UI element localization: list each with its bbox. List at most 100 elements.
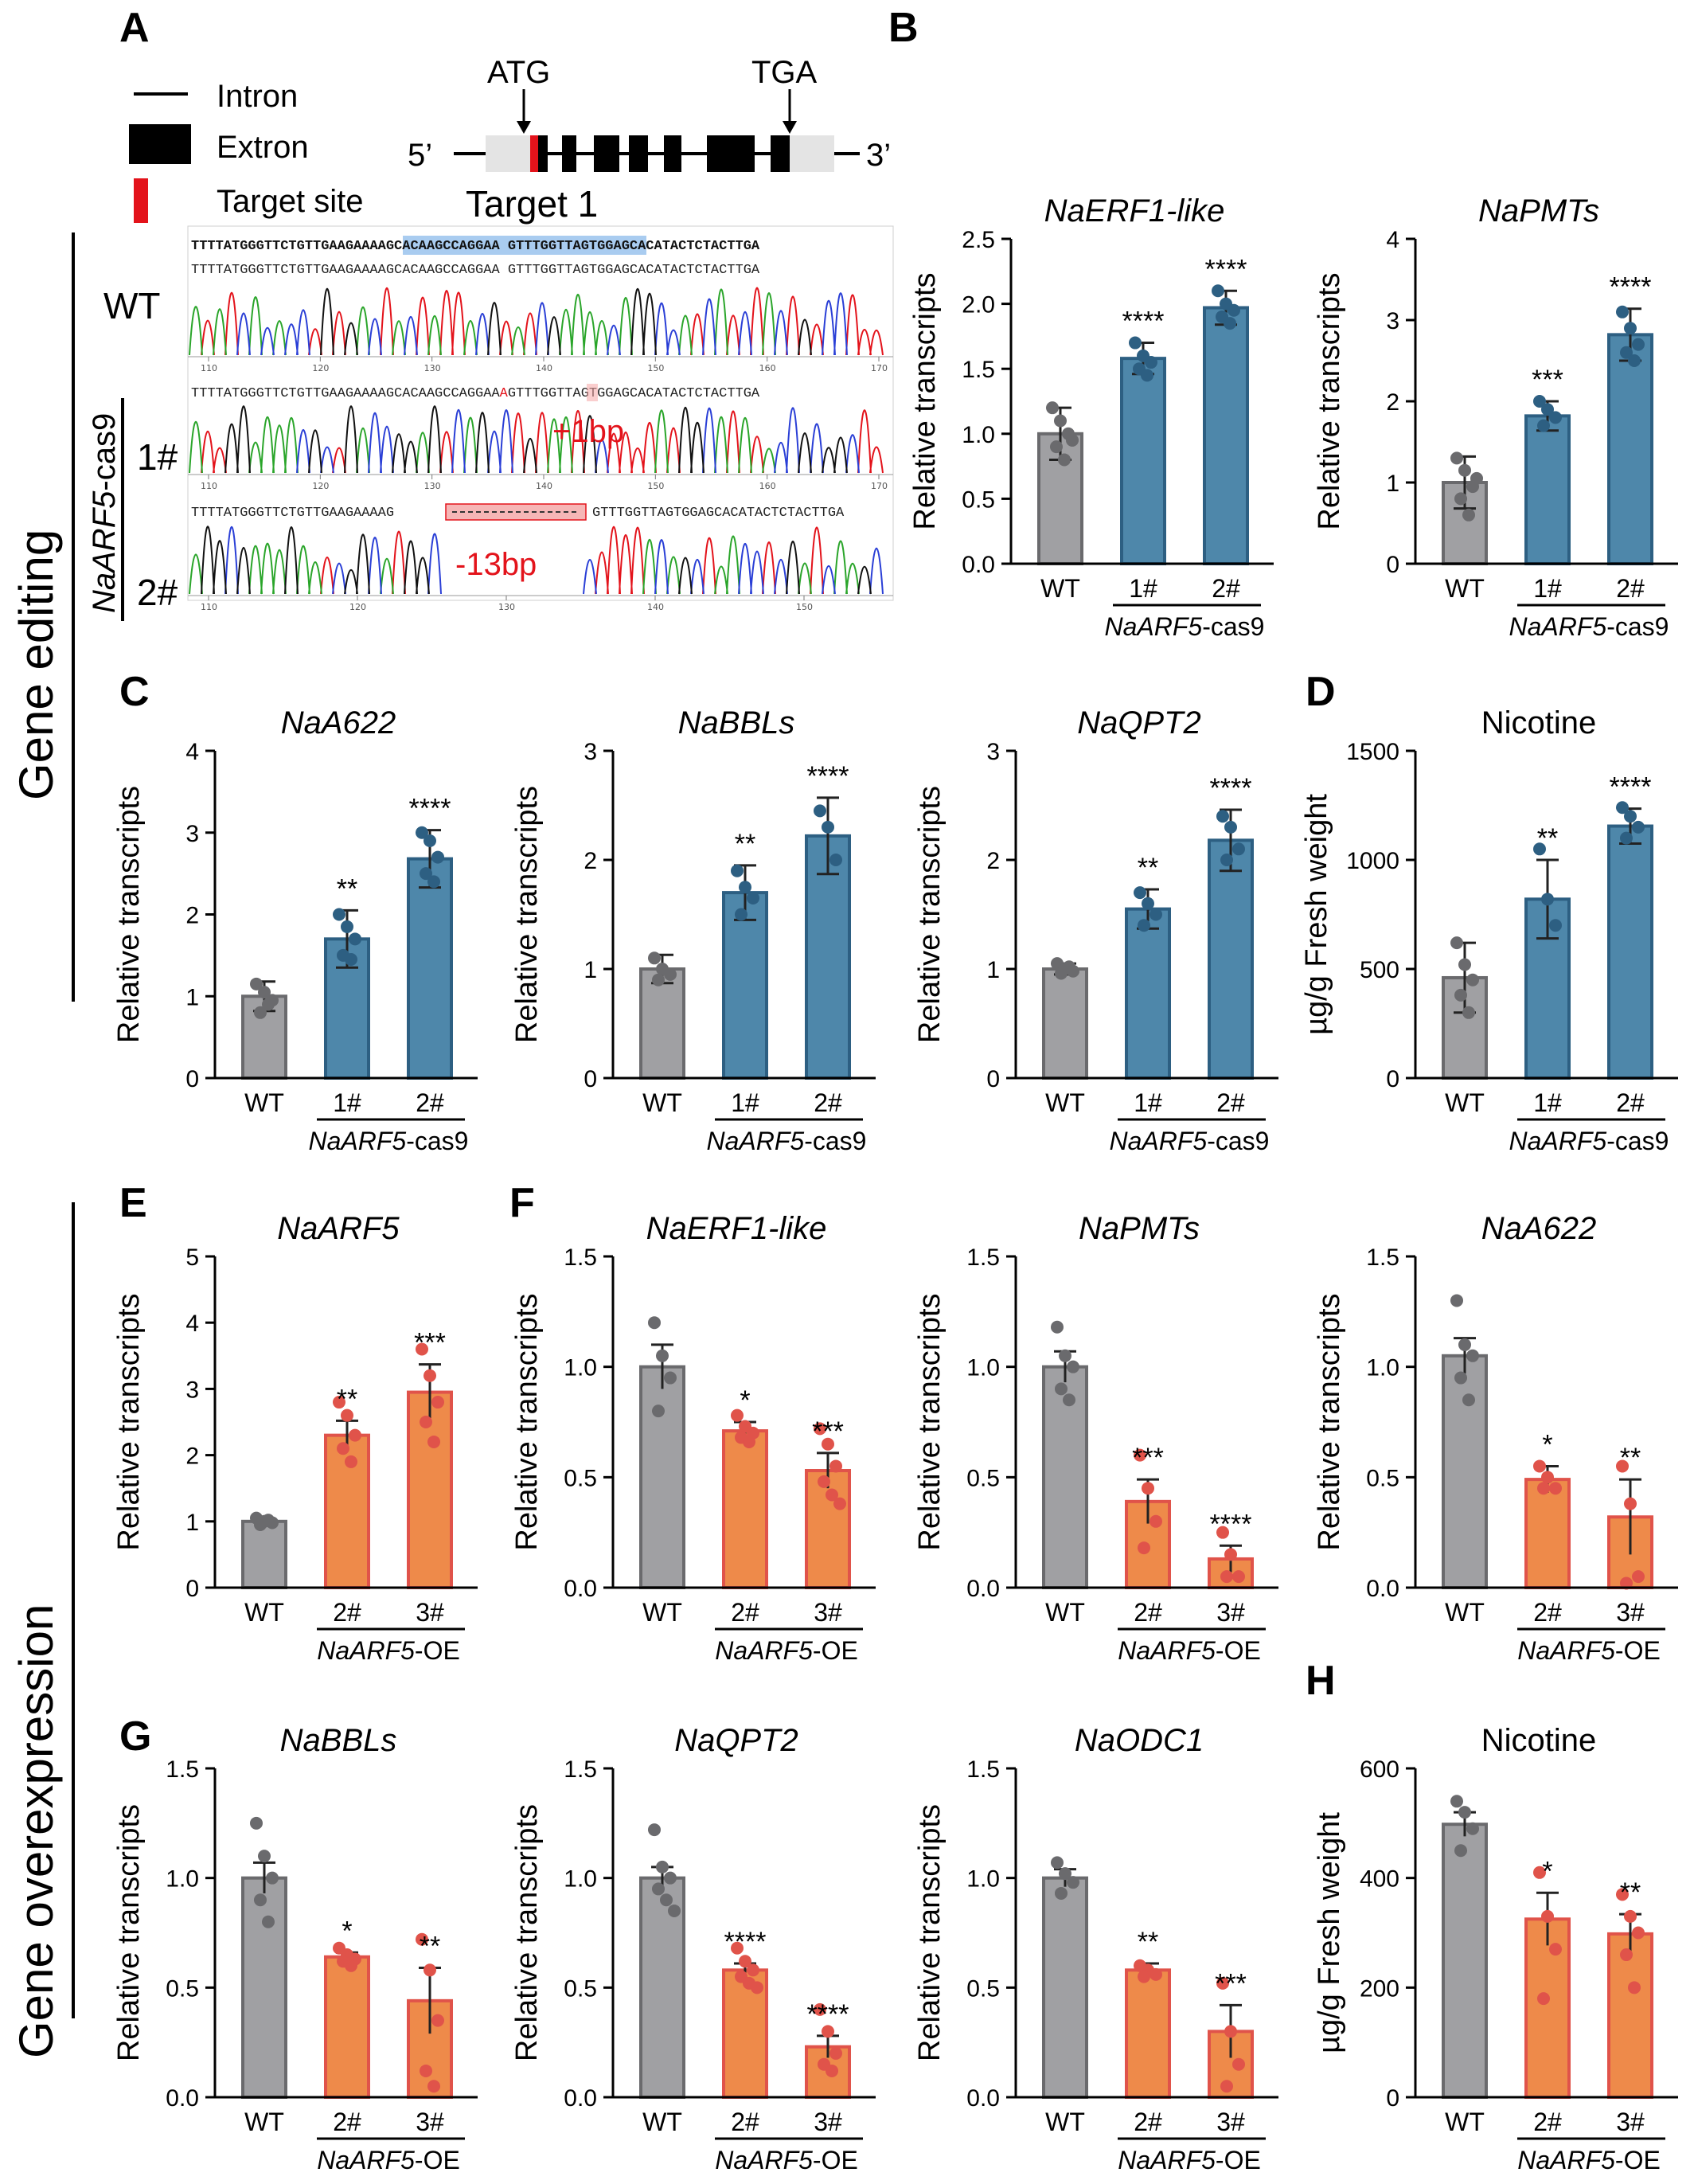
five-prime-label: 5’ (408, 138, 432, 173)
chart-f2: NaPMTs 0.0 0.5 1.0 1.5 Relative transcripts WT… (913, 1211, 1278, 1665)
y-axis-label: Relative transcripts (510, 1804, 544, 2061)
bar (1125, 907, 1171, 1080)
significance-label: ** (1620, 1443, 1641, 1473)
data-point (1541, 1909, 1554, 1923)
data-point (652, 1405, 665, 1418)
bar (1524, 1917, 1571, 2100)
y-tick-label: 0 (185, 1066, 199, 1092)
y-tick-label: 0.0 (962, 552, 995, 578)
data-point (1067, 1876, 1079, 1889)
data-point (731, 1941, 744, 1955)
bar (1524, 414, 1571, 565)
data-point (1458, 1338, 1471, 1351)
x-tick-label: 1# (1533, 1088, 1562, 1117)
group-label-gene: NaARF5 (715, 1636, 813, 1665)
data-point (822, 1437, 834, 1451)
data-point (1232, 2057, 1245, 2071)
y-tick-label: 1 (185, 1510, 199, 1536)
construct-row-label: NaARF5-cas9 (87, 413, 122, 613)
y-tick-label: 0.0 (166, 2085, 199, 2112)
y-tick-label: 1.5 (1366, 1244, 1399, 1271)
bar (241, 1876, 287, 2100)
chart-b2: NaPMTs 0 1 2 3 4 Relative transcripts WT *** 1# **… (1313, 193, 1678, 641)
data-point (822, 820, 834, 834)
y-tick-label: 1.5 (966, 1756, 1000, 1783)
data-point (1212, 284, 1224, 298)
chart-c3: NaQPT2 0 1 2 3 Relative transcripts WT ** 1# ****… (913, 705, 1278, 1155)
data-point (431, 2014, 444, 2027)
data-point (262, 998, 275, 1011)
data-point (1134, 886, 1146, 900)
data-point (1537, 1482, 1550, 1495)
data-point (1624, 1497, 1637, 1510)
significance-label: **** (409, 794, 451, 824)
x-tick-label: WT (1445, 1088, 1485, 1117)
significance-label: *** (414, 1328, 446, 1358)
group-label: NaARF5-cas9 (1110, 1127, 1270, 1155)
y-axis-label: Relative transcripts (112, 786, 146, 1043)
y-tick-label: 0.0 (1366, 1576, 1399, 1602)
chart-title: NaBBLs (678, 705, 795, 740)
data-point (1216, 810, 1229, 823)
data-point (1142, 1482, 1154, 1495)
data-point (1624, 322, 1637, 335)
chart-g1: NaBBLs 0.0 0.5 1.0 1.5 Relative transcripts WT… (112, 1723, 478, 2174)
trace-peaks (224, 405, 848, 474)
data-point (1055, 1886, 1068, 1900)
data-point (1224, 2025, 1237, 2038)
group-label: NaARF5-OE (317, 1636, 460, 1665)
data-point (345, 1455, 357, 1468)
data-point (1138, 919, 1150, 932)
data-point (751, 1981, 763, 1995)
data-point (1628, 354, 1641, 367)
x-tick-label: WT (1045, 1598, 1085, 1627)
y-tick-label: 1.0 (564, 1866, 597, 1893)
insertion-highlight (587, 384, 598, 401)
data-point (424, 834, 436, 848)
x-tick-label: 2# (1134, 2108, 1162, 2136)
trace-tick-label: 110 (201, 481, 217, 491)
data-point (345, 953, 357, 967)
data-point (1145, 356, 1157, 369)
trace-tick-label: 170 (871, 481, 888, 491)
chart-g3: NaODC1 0.0 0.5 1.0 1.5 Relative transcripts WT… (913, 1723, 1278, 2174)
data-point (1462, 508, 1475, 522)
data-point (1454, 988, 1467, 1002)
trace-tick-label: 150 (647, 481, 664, 491)
chart-title: NaA622 (1481, 1211, 1597, 1246)
panel-letter-e: E (119, 1180, 147, 1226)
x-tick-label: 1# (1129, 574, 1157, 603)
data-point (420, 2064, 432, 2077)
data-point (822, 2025, 834, 2038)
legend-intron: Intron (217, 79, 298, 114)
data-point (1216, 1976, 1229, 1990)
y-tick-label: 1.5 (564, 1756, 597, 1783)
significance-label: **** (1122, 307, 1165, 337)
data-point (349, 932, 361, 946)
x-tick-label: 3# (814, 2108, 842, 2136)
bar (1524, 1478, 1571, 1590)
bar (639, 967, 685, 1080)
trace-tick-label: 130 (424, 363, 441, 373)
significance-label: **** (807, 761, 849, 791)
y-tick-label: 0 (1386, 552, 1399, 578)
data-point (1624, 1909, 1637, 1923)
legend-target: Target site (217, 184, 364, 219)
data-point (1450, 451, 1463, 465)
data-point (1220, 854, 1233, 866)
y-tick-label: 2 (185, 903, 199, 929)
utr5-box (486, 135, 530, 172)
y-tick-label: 1.5 (962, 357, 995, 383)
data-point (1533, 1459, 1546, 1473)
line2-row-label: 2# (137, 572, 178, 613)
group-label-gene: NaARF5 (1110, 1127, 1208, 1155)
bar (639, 1365, 685, 1589)
extron-legend-box (129, 124, 191, 164)
group-label-suffix: -OE (1216, 1636, 1261, 1665)
trace-peaks (224, 525, 884, 595)
group-label-suffix: -OE (415, 1636, 460, 1665)
data-point (648, 951, 661, 965)
data-point (427, 2080, 440, 2093)
y-tick-label: 1.0 (962, 422, 995, 448)
data-point (1458, 958, 1471, 971)
